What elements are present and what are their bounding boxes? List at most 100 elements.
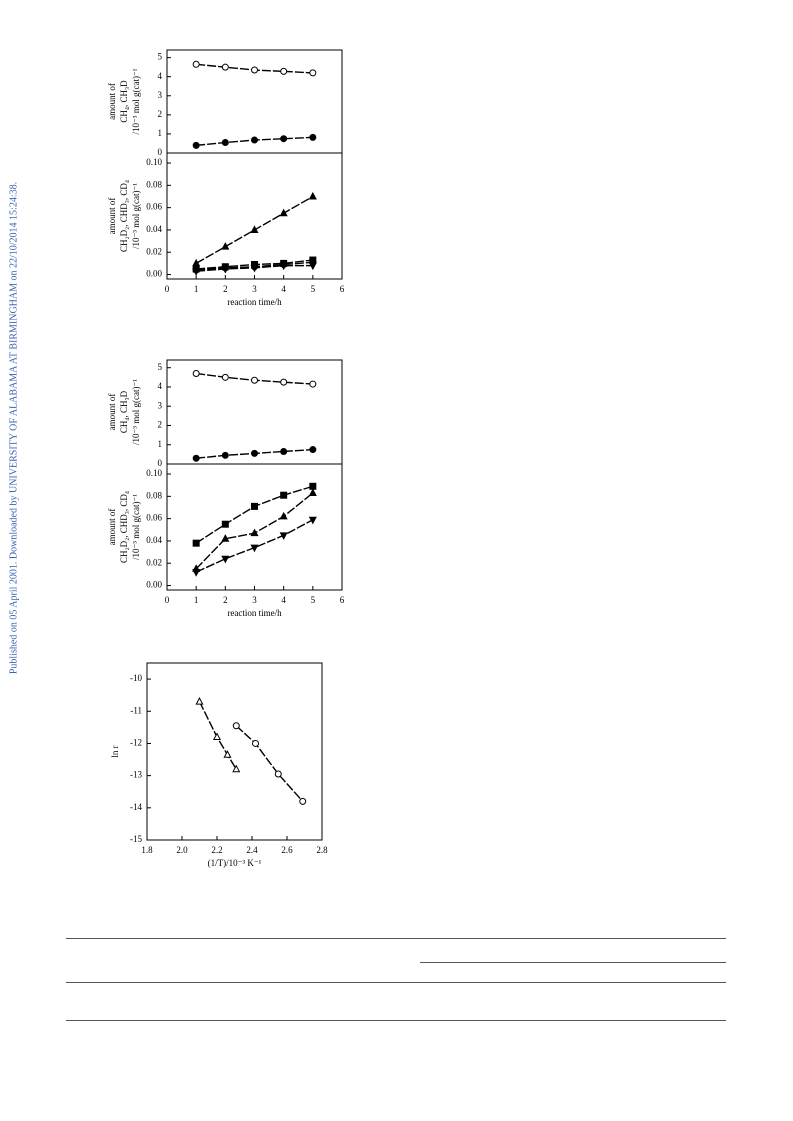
- x-axis-label: (1/T)/10⁻³ K⁻¹: [208, 858, 262, 868]
- y-axis-label: amount of: [107, 198, 117, 235]
- x-tick-label: 4: [281, 284, 286, 294]
- marker: [192, 454, 200, 462]
- marker: [280, 491, 288, 499]
- y-axis-label: /10⁻³ mol g(cat)⁻¹: [131, 379, 141, 445]
- x-axis-label: reaction time/h: [227, 608, 282, 618]
- marker: [279, 262, 288, 271]
- y-axis-label: /10⁻³ mol g(cat)⁻¹: [131, 183, 141, 249]
- marker: [280, 447, 288, 455]
- x-tick-label: 3: [252, 595, 257, 605]
- x-tick-label: 2: [223, 595, 228, 605]
- y-tick-label: 0.08: [146, 490, 162, 500]
- x-axis-label: reaction time/h: [227, 297, 282, 307]
- marker: [251, 449, 258, 457]
- y-tick-label: 0.00: [146, 269, 162, 279]
- marker: [309, 446, 317, 454]
- y-tick-label: 0: [158, 147, 163, 157]
- marker: [192, 569, 201, 577]
- marker: [308, 516, 317, 525]
- y-tick-label: 0.04: [146, 535, 162, 545]
- marker: [251, 502, 258, 510]
- y-tick-label: 3: [158, 90, 163, 100]
- y-axis-label: CH₄, CH₃D: [119, 390, 129, 433]
- x-tick-label: 1.8: [141, 845, 153, 855]
- y-tick-label: 4: [158, 71, 163, 81]
- y-axis-label: CH₂D₂, CHD₃, CD₄: [119, 180, 129, 252]
- marker: [299, 797, 307, 805]
- y-axis-label: amount of: [107, 83, 117, 120]
- x-tick-label: 5: [311, 595, 316, 605]
- marker: [212, 732, 222, 741]
- y-tick-label: 0.06: [146, 202, 162, 212]
- y-tick-label: 1: [158, 439, 163, 449]
- x-tick-label: 2.8: [316, 845, 328, 855]
- x-tick-label: 2.0: [176, 845, 188, 855]
- marker: [250, 528, 259, 537]
- marker: [279, 208, 288, 217]
- y-tick-label: 4: [158, 381, 163, 391]
- marker: [221, 555, 230, 564]
- marker: [251, 376, 258, 384]
- marker: [192, 60, 200, 68]
- marker: [192, 268, 201, 276]
- y-axis-label: CH₂D₂, CHD₃, CD₄: [119, 491, 129, 563]
- y-axis-label: ln r: [110, 745, 120, 757]
- x-tick-label: 5: [311, 284, 316, 294]
- marker: [279, 532, 288, 540]
- marker: [195, 697, 204, 705]
- marker: [221, 139, 229, 147]
- y-axis-label: /10⁻³ mol g(cat)⁻¹: [131, 494, 141, 560]
- marker: [280, 67, 288, 75]
- y-tick-label: 2: [158, 109, 163, 119]
- series-line: [198, 701, 237, 770]
- y-tick-label: 1: [158, 128, 163, 138]
- x-tick-label: 4: [281, 595, 286, 605]
- marker: [250, 225, 259, 233]
- marker: [308, 191, 317, 200]
- y-tick-label: -15: [130, 834, 142, 844]
- marker: [274, 770, 282, 778]
- x-tick-label: 0: [165, 595, 170, 605]
- marker: [250, 544, 259, 553]
- marker: [279, 511, 288, 520]
- sidebar: Published on 05 April 2001. Downloaded b…: [8, 182, 19, 674]
- marker: [280, 135, 288, 143]
- y-axis-label: amount of: [107, 509, 117, 546]
- marker: [221, 373, 229, 381]
- y-tick-label: 5: [158, 52, 163, 62]
- y-axis-label: amount of: [107, 394, 117, 431]
- marker: [309, 482, 317, 490]
- y-tick-label: 2: [158, 420, 163, 430]
- y-axis-label: CH₄, CH₃D: [119, 80, 129, 123]
- y-tick-label: 0.10: [146, 468, 162, 478]
- marker: [251, 66, 258, 74]
- marker: [192, 141, 200, 149]
- x-tick-label: 2.6: [281, 845, 293, 855]
- marker: [250, 264, 259, 273]
- y-tick-label: 0.02: [146, 246, 162, 256]
- y-tick-label: 0.06: [146, 513, 162, 523]
- y-tick-label: 3: [158, 400, 163, 410]
- y-tick-label: -12: [130, 738, 142, 748]
- marker: [192, 539, 200, 547]
- marker: [221, 265, 230, 274]
- y-tick-label: -13: [130, 770, 142, 780]
- marker: [232, 764, 241, 773]
- x-tick-label: 2: [223, 284, 228, 294]
- marker: [221, 242, 230, 250]
- marker: [309, 380, 317, 388]
- y-tick-label: -11: [130, 705, 142, 715]
- marker: [221, 520, 229, 528]
- marker: [252, 739, 259, 747]
- y-axis-label: /10⁻³ mol g(cat)⁻¹: [131, 68, 141, 134]
- y-tick-label: 0.10: [146, 157, 162, 167]
- x-tick-label: 6: [340, 595, 345, 605]
- marker: [309, 133, 317, 141]
- y-tick-label: 5: [158, 362, 163, 372]
- x-tick-label: 2.4: [246, 845, 258, 855]
- x-tick-label: 1: [194, 284, 199, 294]
- y-tick-label: 0.00: [146, 580, 162, 590]
- marker: [232, 722, 240, 730]
- marker: [309, 69, 317, 77]
